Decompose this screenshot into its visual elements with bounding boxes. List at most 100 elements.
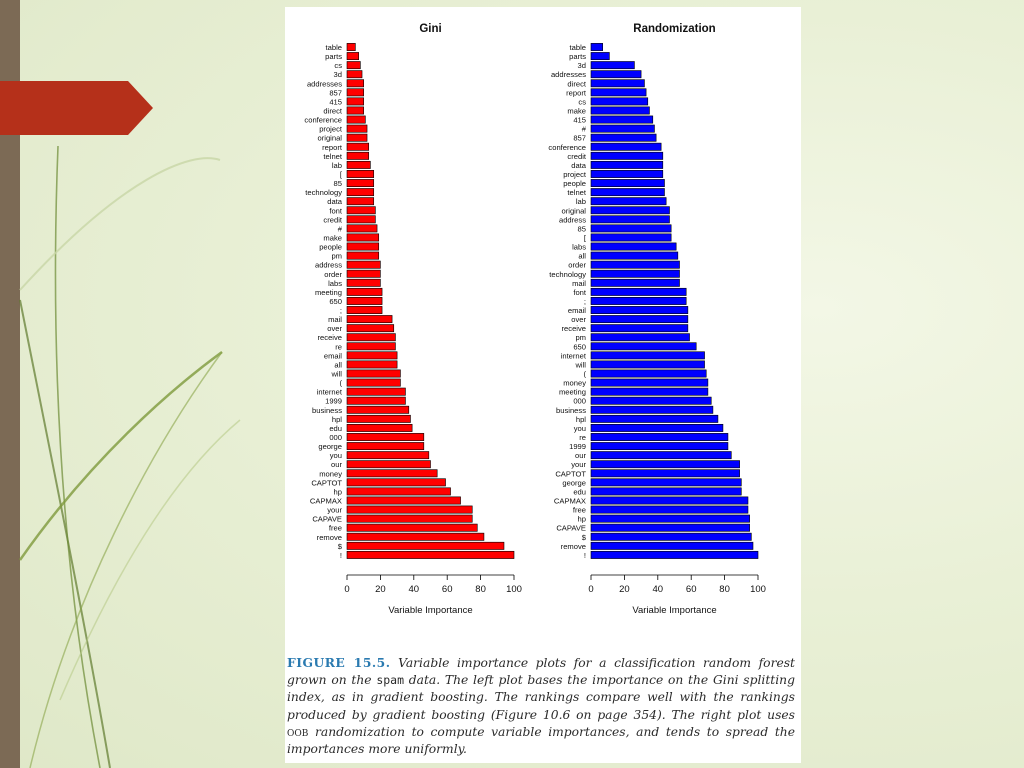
randomization-bar (590, 106, 650, 115)
randomization-bar (590, 505, 749, 514)
gini-category-label: mail (328, 315, 342, 324)
gini-bar (346, 215, 376, 224)
randomization-category-label: technology (549, 270, 586, 279)
gini-category-label: you (330, 451, 342, 460)
randomization-category-label: free (573, 506, 586, 515)
randomization-category-label: 85 (578, 224, 586, 233)
gini-category-label: CAPAVE (312, 515, 342, 524)
randomization-category-label: all (578, 252, 586, 261)
gini-category-label: make (323, 233, 342, 242)
gini-bar (346, 70, 363, 79)
randomization-category-label: your (571, 460, 586, 469)
gini-category-label: table (326, 43, 342, 52)
gini-category-label: all (334, 360, 342, 369)
gini-bar (346, 315, 393, 324)
gini-category-label: money (319, 469, 342, 478)
randomization-category-label: parts (569, 52, 586, 61)
randomization-bar (590, 88, 647, 97)
gini-bar (346, 514, 473, 523)
gini-bar (346, 351, 398, 360)
randomization-chart: Randomization tableparts3daddressesdirect… (548, 23, 766, 616)
gini-bar (346, 188, 375, 197)
randomization-bar (590, 414, 719, 423)
gini-bar (346, 97, 365, 106)
randomization-bar (590, 43, 603, 51)
gini-bar (346, 541, 505, 550)
gini-category-label: CAPMAX (310, 497, 342, 506)
randomization-category-label: 3d (578, 61, 586, 70)
randomization-category-label: pm (575, 333, 586, 342)
gini-x-tick-label: 80 (475, 584, 486, 595)
randomization-bar (590, 469, 740, 478)
randomization-category-label: our (575, 451, 586, 460)
gini-category-label: ; (340, 306, 342, 315)
gini-category-label: 857 (329, 88, 342, 97)
randomization-x-tick-label: 20 (619, 584, 630, 595)
gini-category-label: conference (304, 116, 342, 125)
randomization-category-label: font (573, 288, 587, 297)
randomization-bar (590, 496, 749, 505)
caption-text-part-2: data. The left plot bases the importance… (287, 673, 795, 722)
randomization-category-label: email (568, 306, 586, 315)
slide-left-accent-bar (0, 0, 20, 768)
randomization-bar (590, 360, 705, 369)
randomization-category-label: george (562, 478, 586, 487)
gini-chart: Ginitablepartscs3daddresses857415directc… (304, 23, 522, 616)
randomization-bar (590, 405, 714, 414)
randomization-category-label: 415 (573, 116, 586, 125)
figure-caption: FIGURE 15.5. Variable importance plots f… (287, 654, 795, 758)
gini-category-label: 3d (334, 70, 342, 79)
randomization-category-label: data (571, 161, 587, 170)
gini-category-label: parts (325, 52, 342, 61)
randomization-bar (590, 297, 687, 305)
randomization-bar (590, 324, 689, 333)
randomization-bar (590, 142, 662, 151)
gini-bar (346, 324, 395, 333)
gini-bar (346, 287, 383, 296)
randomization-category-label: table (570, 43, 586, 52)
randomization-bar (590, 315, 689, 324)
gini-bar (346, 369, 401, 378)
randomization-bar (590, 97, 649, 106)
randomization-bar (590, 387, 709, 396)
gini-bar (346, 442, 425, 451)
randomization-bar (590, 460, 740, 469)
randomization-bar (590, 423, 724, 432)
gini-category-label: remove (317, 533, 342, 542)
gini-bar (346, 260, 381, 269)
gini-bar (346, 242, 380, 251)
gini-x-axis-label: Variable Importance (388, 605, 472, 616)
randomization-bar (590, 541, 754, 550)
gini-x-tick-label: 40 (409, 584, 420, 595)
randomization-bar (590, 433, 729, 441)
randomization-chart-title: Randomization (633, 23, 715, 35)
gini-bar (346, 306, 383, 314)
randomization-category-label: you (574, 424, 586, 433)
randomization-bar (590, 115, 654, 124)
randomization-category-label: ! (584, 551, 586, 560)
randomization-bar (590, 233, 672, 242)
gini-bar (346, 133, 368, 142)
gini-bar (346, 179, 375, 187)
gini-category-label: receive (318, 333, 342, 342)
gini-chart-title: Gini (419, 23, 441, 35)
gini-bar (346, 160, 371, 169)
gini-category-label: will (330, 370, 342, 379)
gini-category-label: addresses (307, 79, 342, 88)
gini-category-label: original (318, 134, 343, 143)
gini-bar (346, 405, 410, 414)
randomization-bar (590, 442, 729, 451)
gini-category-label: edu (329, 424, 342, 433)
gini-category-label: re (335, 342, 342, 351)
gini-category-label: labs (328, 279, 342, 288)
randomization-category-label: 650 (573, 342, 586, 351)
gini-bar (346, 342, 396, 351)
randomization-category-label: order (568, 261, 586, 270)
gini-category-label: technology (305, 188, 342, 197)
gini-bar (346, 115, 366, 124)
gini-bar (346, 451, 430, 460)
randomization-bar (590, 523, 750, 532)
randomization-category-label: make (567, 106, 586, 115)
gini-bar (346, 460, 431, 469)
randomization-category-label: business (556, 406, 586, 415)
